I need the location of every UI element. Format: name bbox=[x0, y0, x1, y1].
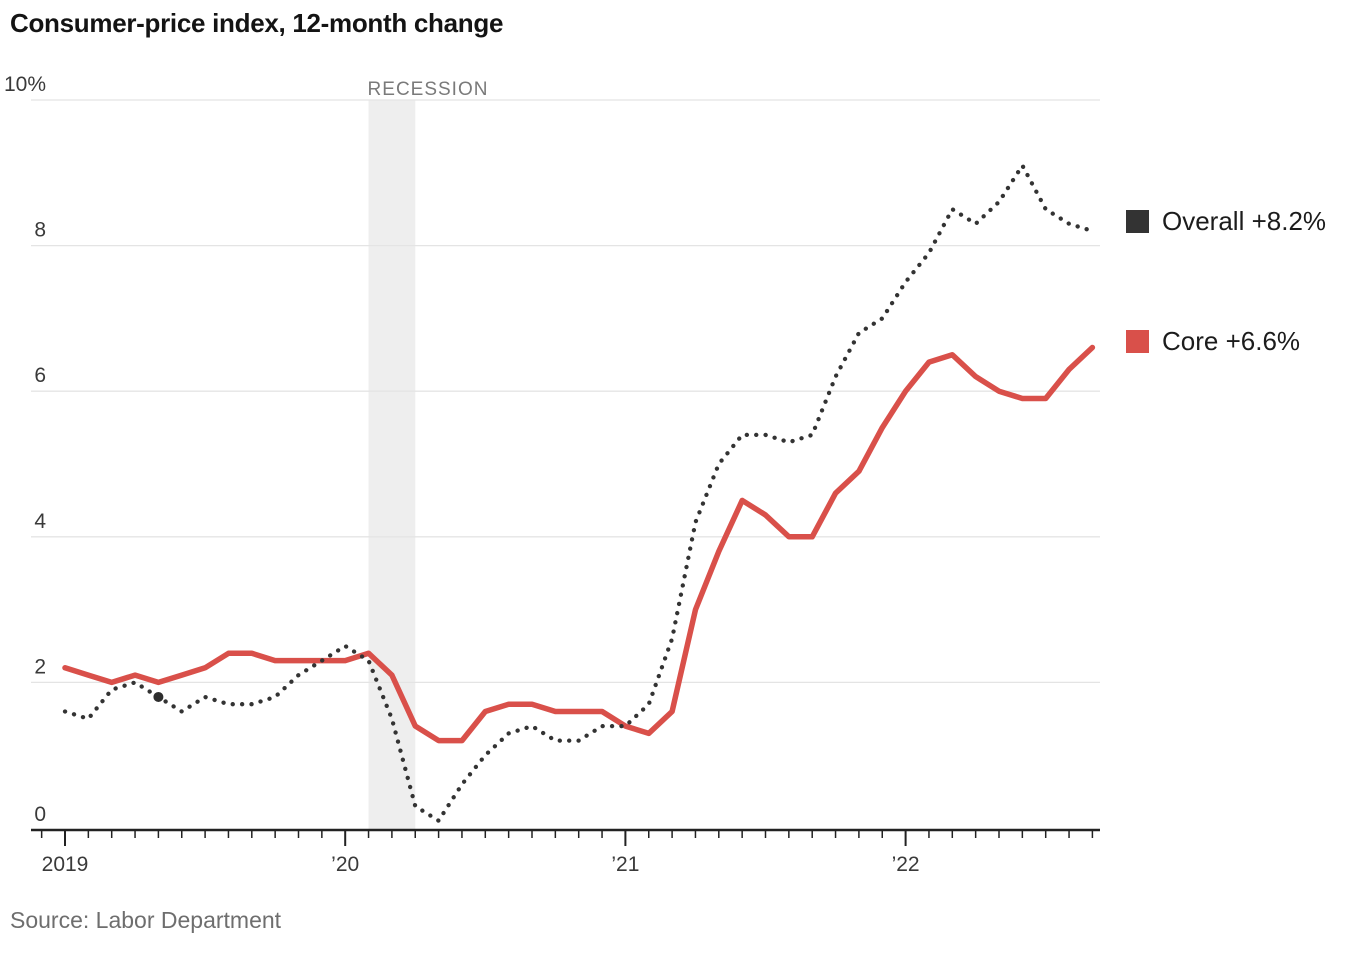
y-axis-label-6: 6 bbox=[34, 364, 46, 387]
core-series-line bbox=[62, 344, 1096, 744]
y-axis-label-4: 4 bbox=[34, 510, 46, 533]
legend-item-core: Core +6.6% bbox=[1126, 326, 1300, 357]
source-note: Source: Labor Department bbox=[10, 907, 282, 933]
recession-label: RECESSION bbox=[368, 79, 489, 100]
overall-series-swatch bbox=[1126, 210, 1149, 233]
chart-title: Consumer-price index, 12-month change bbox=[10, 8, 504, 38]
overall-series-label: Overall +8.2% bbox=[1162, 206, 1327, 236]
y-axis-label-0: 0 bbox=[34, 803, 46, 826]
legend-item-overall: Overall +8.2% bbox=[1126, 206, 1326, 237]
y-axis-label-8: 8 bbox=[34, 219, 46, 242]
core-series-label: Core +6.6% bbox=[1162, 326, 1301, 356]
overall-series-line bbox=[62, 163, 1095, 823]
x-axis-label-1: ’20 bbox=[331, 853, 359, 876]
x-axis-label-3: ’22 bbox=[892, 853, 920, 876]
y-axis-label-2: 2 bbox=[34, 655, 46, 678]
recession-band bbox=[368, 100, 416, 830]
x-axis-label-0: 2019 bbox=[42, 853, 89, 876]
core-series-swatch bbox=[1126, 330, 1149, 353]
highlight-marker-dot bbox=[153, 691, 164, 702]
x-axis-label-2: ’21 bbox=[611, 853, 639, 876]
y-axis-label-10: 10% bbox=[4, 73, 46, 96]
